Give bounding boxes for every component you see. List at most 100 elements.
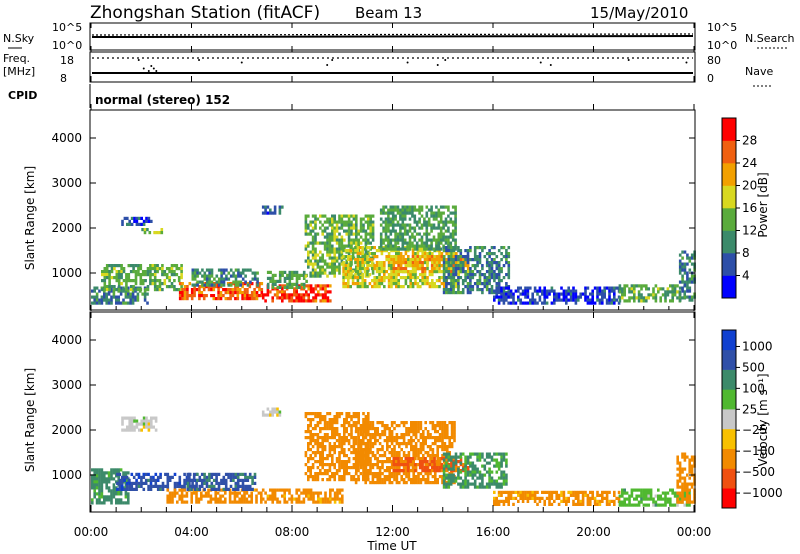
power-cell xyxy=(428,282,432,286)
velocity-cell xyxy=(402,472,406,476)
velocity-cell xyxy=(367,448,370,452)
power-cell xyxy=(246,268,250,272)
power-cell xyxy=(380,267,384,271)
power-cell xyxy=(418,217,421,221)
power-cell xyxy=(447,252,451,256)
velocity-cell xyxy=(388,445,391,449)
velocity-cell xyxy=(190,491,193,495)
power-cell xyxy=(155,231,159,235)
velocity-cell xyxy=(210,472,214,476)
power-cell xyxy=(387,211,390,215)
velocity-cell xyxy=(407,433,411,437)
power-cell xyxy=(234,297,237,301)
velocity-cell xyxy=(640,491,643,495)
velocity-cell xyxy=(443,433,447,437)
freq-dot xyxy=(152,67,155,70)
power-cell xyxy=(391,220,395,224)
power-cell xyxy=(237,274,240,278)
power-cell xyxy=(605,298,609,302)
power-cell xyxy=(476,288,479,292)
velocity-cell xyxy=(378,448,382,452)
power-cell xyxy=(483,285,487,289)
power-cell xyxy=(110,270,114,274)
velocity-cell xyxy=(329,491,332,495)
power-cell xyxy=(170,270,174,274)
power-cell xyxy=(449,249,453,253)
power-cell xyxy=(163,270,167,274)
velocity-cell xyxy=(414,454,418,458)
power-cell xyxy=(354,258,357,262)
velocity-cell xyxy=(441,481,444,485)
power-cell xyxy=(657,290,660,294)
power-cell xyxy=(300,299,303,303)
power-cell xyxy=(232,274,235,278)
power-cell xyxy=(307,223,310,227)
power-cell xyxy=(391,244,395,248)
velocity-cell xyxy=(123,416,127,420)
power-cell xyxy=(335,268,339,272)
velocity-cell xyxy=(309,491,313,495)
velocity-cell xyxy=(388,457,391,461)
freq-dot xyxy=(539,61,542,64)
velocity-cell xyxy=(352,466,356,470)
velocity-cell xyxy=(326,433,329,437)
power-cell xyxy=(351,252,355,256)
velocity-cell xyxy=(112,468,116,472)
velocity-cell xyxy=(321,466,324,470)
power-cell xyxy=(298,273,301,277)
power-cell xyxy=(380,270,384,274)
velocity-cell xyxy=(335,412,339,416)
velocity-cell xyxy=(572,502,575,506)
power-cell xyxy=(676,290,679,294)
power-cell xyxy=(227,271,231,275)
power-cell xyxy=(362,238,365,242)
velocity-cell xyxy=(350,451,353,455)
power-cell xyxy=(246,291,249,295)
velocity-cell xyxy=(352,421,356,425)
velocity-cell xyxy=(245,500,249,504)
velocity-cell xyxy=(628,494,631,498)
velocity-cell xyxy=(340,475,344,479)
velocity-cell xyxy=(269,413,272,417)
velocity-cell xyxy=(424,427,427,431)
velocity-cell xyxy=(402,442,406,446)
velocity-cell xyxy=(371,436,375,440)
velocity-cell xyxy=(309,494,313,498)
velocity-cell xyxy=(500,455,503,459)
power-cell xyxy=(385,258,388,262)
power-cell xyxy=(673,284,677,288)
velocity-cell xyxy=(135,487,138,491)
power-cell xyxy=(148,231,152,235)
velocity-cell xyxy=(613,490,616,494)
power-cell xyxy=(404,264,408,268)
power-cell xyxy=(359,223,363,227)
velocity-cell xyxy=(307,412,310,416)
power-cell xyxy=(478,258,482,262)
velocity-cell xyxy=(476,467,479,471)
power-cell xyxy=(373,255,376,259)
velocity-cell xyxy=(195,481,198,485)
velocity-cell xyxy=(400,421,403,425)
velocity-cell xyxy=(195,484,198,488)
velocity-cell xyxy=(623,488,626,492)
velocity-cell xyxy=(623,500,626,504)
power-cell xyxy=(244,268,247,272)
velocity-cell xyxy=(307,427,310,431)
velocity-cell xyxy=(120,478,124,482)
power-cell xyxy=(399,285,403,289)
power-cell xyxy=(205,277,209,281)
velocity-cell xyxy=(257,491,261,495)
velocity-cell xyxy=(412,424,415,428)
velocity-cell xyxy=(500,490,503,494)
velocity-cell xyxy=(238,500,241,504)
power-cell xyxy=(173,285,176,289)
velocity-cell xyxy=(180,500,184,504)
power-cell xyxy=(387,226,390,230)
power-cell xyxy=(402,255,405,259)
velocity-cell xyxy=(567,499,570,503)
velocity-cell xyxy=(100,495,104,499)
power-cell xyxy=(255,297,259,301)
velocity-cell xyxy=(343,433,346,437)
velocity-cell xyxy=(613,493,616,497)
velocity-cell xyxy=(369,472,372,476)
